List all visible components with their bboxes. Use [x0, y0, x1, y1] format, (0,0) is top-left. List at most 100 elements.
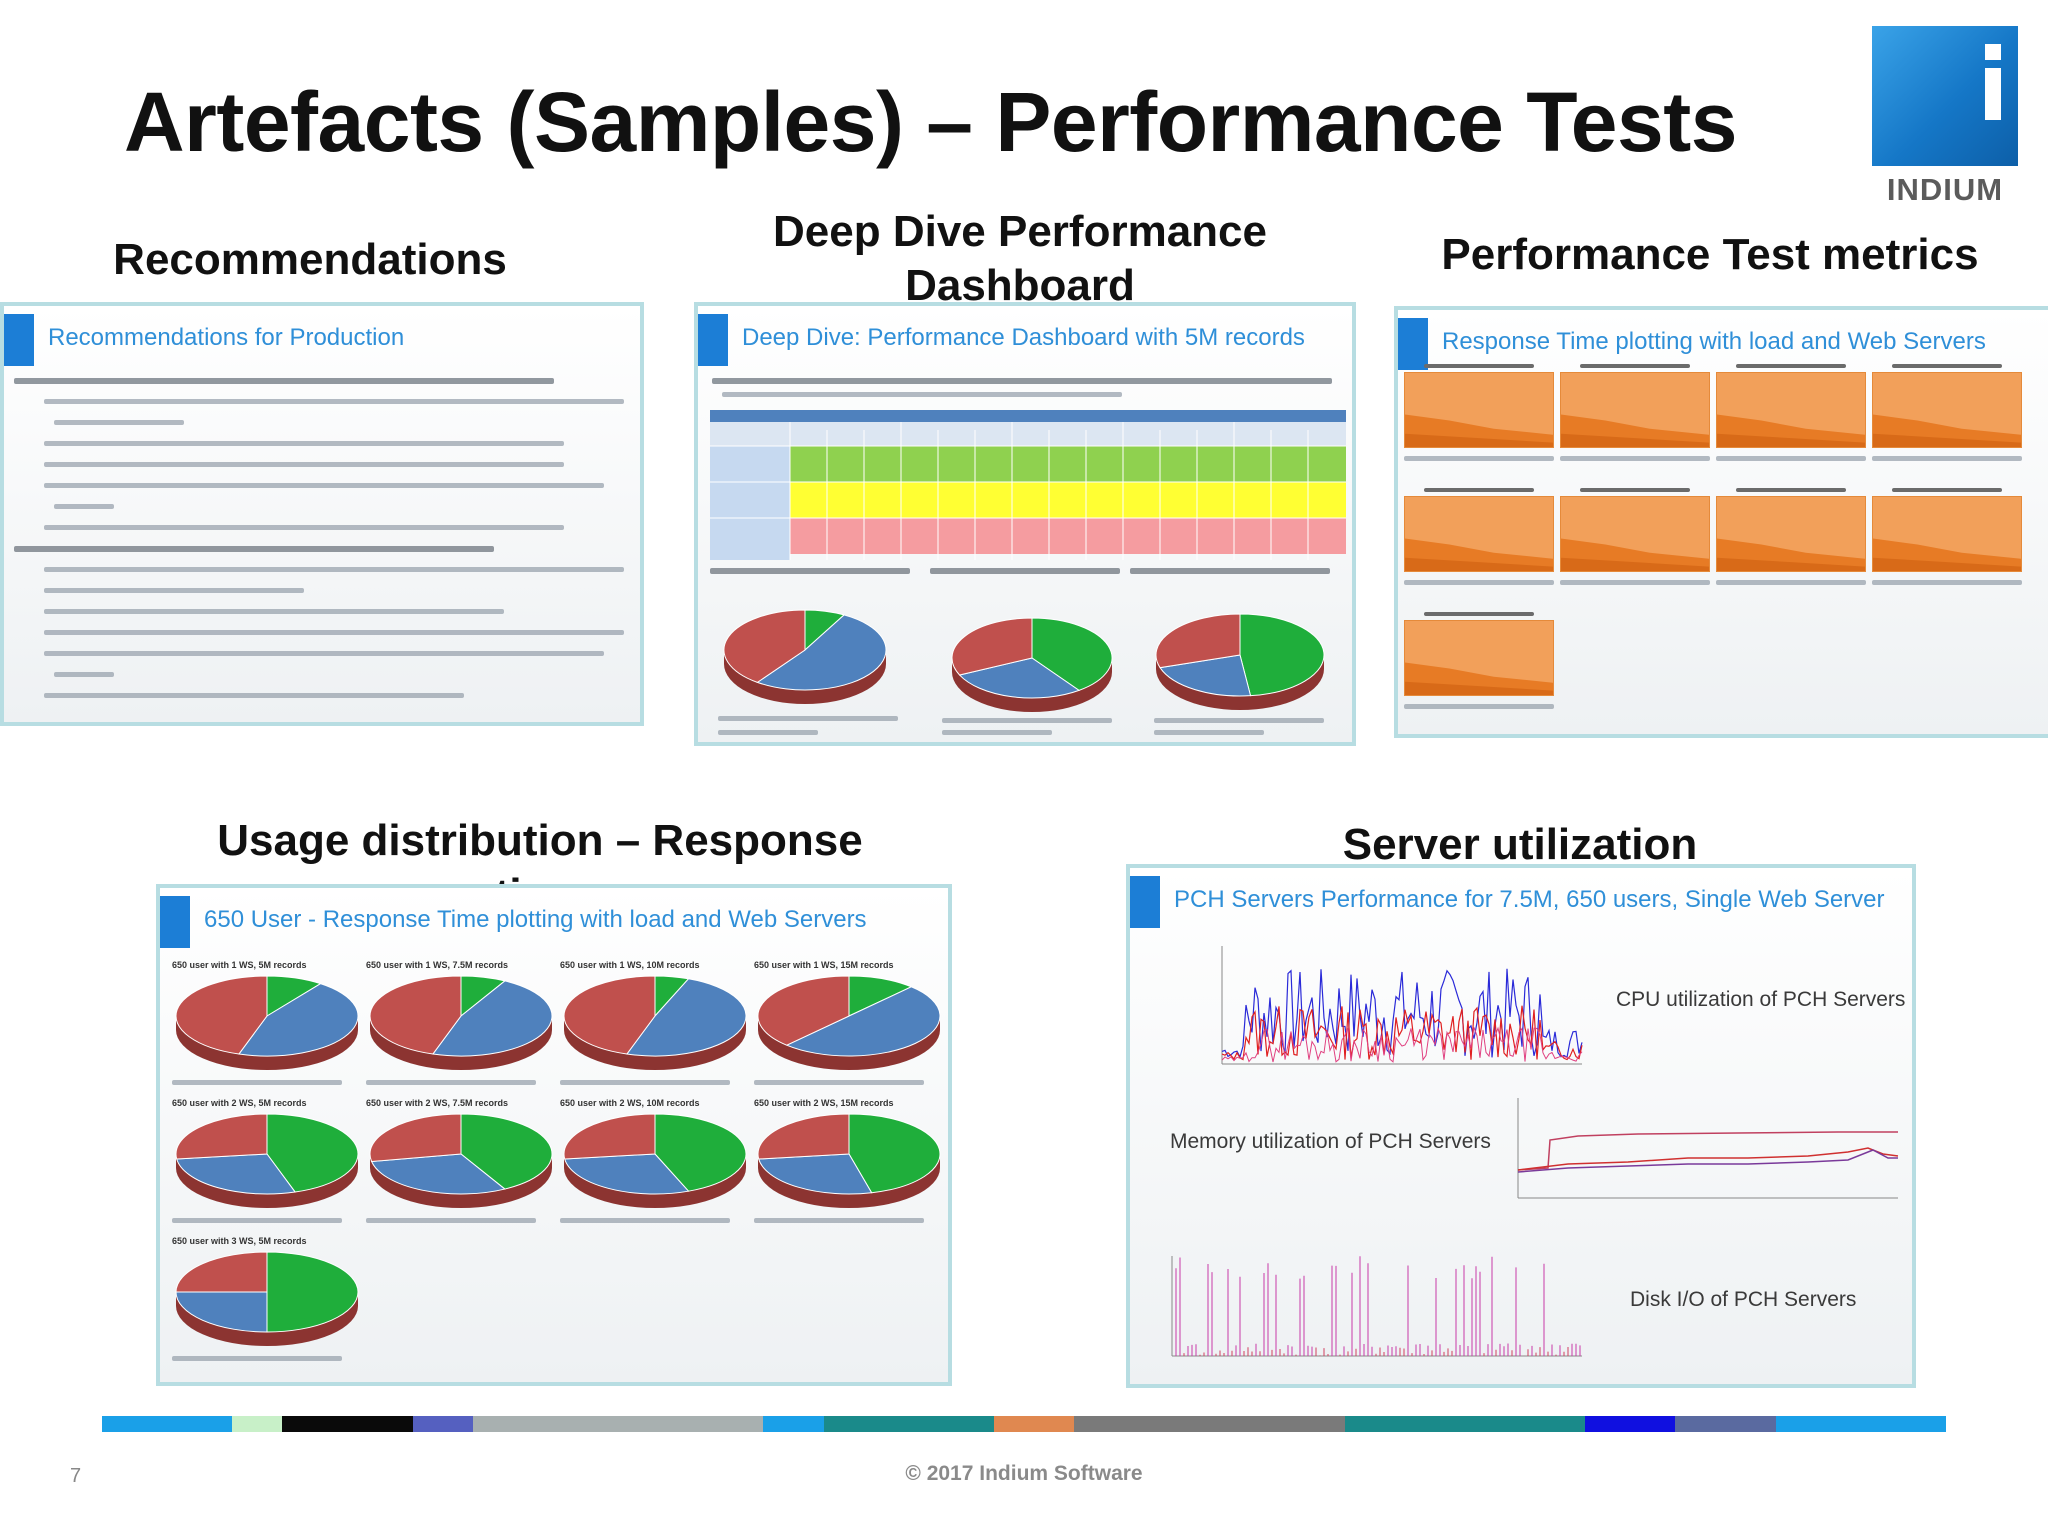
pie-legend: [942, 730, 1052, 735]
pie-slice: [757, 1113, 850, 1160]
usage-pie-chart: [369, 975, 553, 1070]
text-line: [44, 399, 624, 404]
text-line: [44, 567, 624, 572]
usage-pie-chart: [175, 1113, 359, 1208]
deep-dive-pie-3-ws: [1155, 613, 1325, 710]
cpu-utilization-chart: [1221, 946, 1583, 1065]
header-accent: [1398, 318, 1428, 370]
pie-legend: [366, 1218, 536, 1223]
pie-slice: [175, 975, 268, 1055]
footer-bar-segment: [823, 1416, 994, 1432]
text-line: [44, 441, 564, 446]
response-time-chart: [1716, 496, 1866, 572]
indium-i-logo-icon: [1872, 26, 2018, 166]
deep-dive-panel-title: Deep Dive: Performance Dashboard with 5M…: [742, 324, 1305, 351]
text-line: [44, 693, 464, 698]
usage-chart-caption: 650 user with 1 WS, 5M records: [172, 960, 307, 970]
deep-dive-label: Deep Dive Performance Dashboard: [773, 207, 1267, 310]
server-panel: PCH Servers Performance for 7.5M, 650 us…: [1126, 864, 1916, 1388]
pie-slice: [958, 657, 1081, 699]
header-accent: [698, 314, 728, 366]
disk-io-label: Disk I/O of PCH Servers: [1630, 1288, 1857, 1311]
metrics-label: Performance Test metrics: [1441, 230, 1979, 279]
pie-slice: [756, 614, 887, 691]
indium-logo: INDIUM: [1872, 26, 2018, 207]
cpu-utilization-label: CPU utilization of PCH Servers: [1616, 988, 1906, 1011]
usage-chart-caption: 650 user with 2 WS, 10M records: [560, 1098, 700, 1108]
chart-title: [1424, 488, 1534, 492]
pie-slice: [625, 978, 747, 1057]
usage-pie-chart: [175, 1251, 359, 1346]
pie-caption: [930, 568, 1120, 574]
usage-chart-caption: 650 user with 1 WS, 7.5M records: [366, 960, 509, 970]
slide-title: Artefacts (Samples) – Performance Tests: [124, 75, 1737, 169]
usage-pie-chart: [757, 975, 941, 1070]
footer-bar-segment: [232, 1416, 283, 1432]
usage-pie-chart: [757, 1113, 941, 1208]
chart-title: [1736, 364, 1846, 368]
metrics-panel: Response Time plotting with load and Web…: [1394, 306, 2048, 738]
memory-utilization-label: Memory utilization of PCH Servers: [1170, 1130, 1491, 1153]
pie-slice: [175, 1291, 268, 1333]
pie-legend: [754, 1080, 924, 1085]
pie-slice: [1239, 613, 1325, 697]
chart-title: [1892, 364, 2002, 368]
pie-caption: [710, 568, 910, 574]
pie-slice: [370, 1153, 506, 1195]
pie-slice: [848, 1113, 941, 1194]
chart-title: [1736, 488, 1846, 492]
logo-wordmark: INDIUM: [1886, 172, 2004, 207]
pie-slice: [175, 1251, 268, 1293]
pie-slice: [785, 986, 941, 1057]
pie-slice: [1031, 617, 1113, 691]
server-panel-header: PCH Servers Performance for 7.5M, 650 us…: [1130, 876, 1912, 928]
pie-slice: [951, 617, 1033, 676]
pie-slice: [369, 1113, 462, 1163]
response-time-chart: [1716, 372, 1866, 448]
pie-legend: [172, 1080, 342, 1085]
response-time-chart: [1560, 496, 1710, 572]
pie-legend: [942, 718, 1112, 723]
deep-dive-pie-1-ws: [723, 609, 887, 704]
usage-panel: 650 User - Response Time plotting with l…: [156, 884, 952, 1386]
footer-bar-segment: [1775, 1416, 1946, 1432]
text-line: [44, 651, 604, 656]
pie-legend: [1154, 730, 1264, 735]
footer-bar-segment: [472, 1416, 764, 1432]
pie-slice: [563, 975, 656, 1055]
pie-slice: [723, 609, 806, 683]
text-line: [44, 630, 624, 635]
footer-bar-segment: [993, 1416, 1075, 1432]
pie-slice: [654, 1113, 747, 1192]
deep-dive-panel: Deep Dive: Performance Dashboard with 5M…: [694, 302, 1356, 746]
pie-slice: [848, 975, 913, 1017]
pie-legend: [172, 1218, 342, 1223]
memory-utilization-chart: [1517, 1098, 1899, 1199]
footer-bar-segment: [1675, 1416, 1776, 1432]
footer-bar-segment: [1074, 1416, 1345, 1432]
pie-caption: [1130, 568, 1330, 574]
response-time-chart: [1872, 372, 2022, 448]
text-line: [54, 672, 114, 677]
recommendations-panel: Recommendations for Production: [0, 302, 644, 726]
text-line: [44, 483, 604, 488]
usage-chart-caption: 650 user with 2 WS, 15M records: [754, 1098, 894, 1108]
chart-axis-labels: [1716, 580, 1866, 585]
pie-slice: [431, 980, 553, 1057]
performance-data-table: [710, 410, 1346, 560]
footer-bar-segment: [763, 1416, 824, 1432]
recommendations-panel-header: Recommendations for Production: [4, 314, 640, 366]
chart-title: [1424, 612, 1534, 616]
pie-slice: [758, 1153, 873, 1195]
usage-pie-chart: [563, 975, 747, 1070]
pie-legend: [560, 1218, 730, 1223]
pie-slice: [564, 1153, 690, 1195]
footer-bar-segment: [1585, 1416, 1676, 1432]
chart-title: [1892, 488, 2002, 492]
text-line: [14, 378, 554, 384]
footer-bar-segment: [102, 1416, 233, 1432]
text-line: [54, 420, 184, 425]
recommendations-panel-title: Recommendations for Production: [48, 324, 405, 351]
pie-legend: [718, 730, 818, 735]
chart-title: [1580, 488, 1690, 492]
